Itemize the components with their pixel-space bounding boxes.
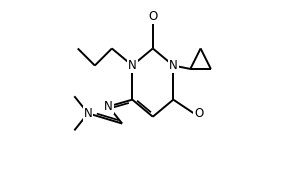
Text: N: N (104, 100, 113, 113)
Text: N: N (169, 59, 178, 72)
Text: N: N (128, 59, 137, 72)
Text: O: O (194, 107, 204, 120)
Text: N: N (84, 107, 92, 120)
Text: O: O (148, 10, 157, 23)
